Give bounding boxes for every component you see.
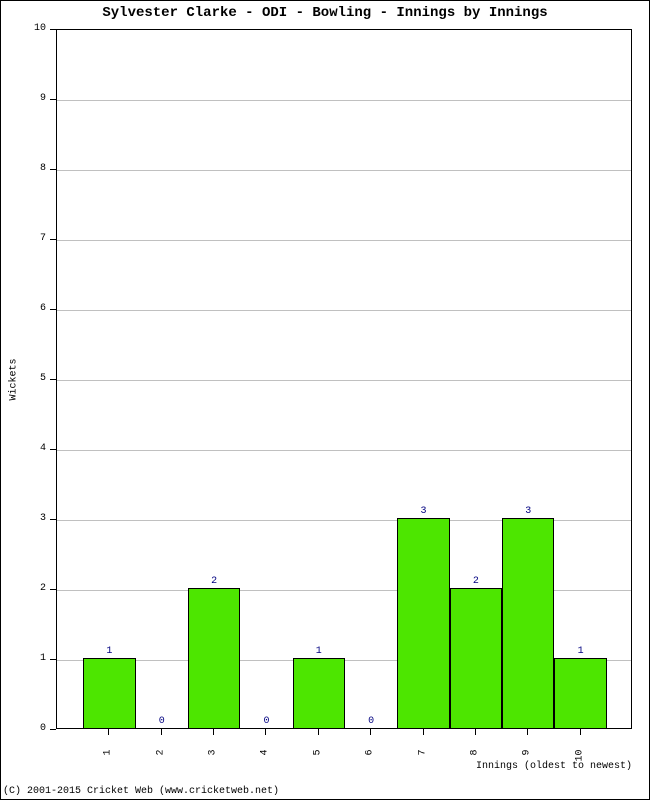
y-tick [50,659,56,660]
x-tick [475,729,476,735]
y-gridline [57,310,631,311]
y-gridline [57,240,631,241]
y-tick-label: 5 [16,373,46,384]
x-tick [423,729,424,735]
y-tick-label: 9 [16,93,46,104]
y-tick [50,29,56,30]
bar [397,518,449,728]
y-tick [50,239,56,240]
bar [502,518,554,728]
bar-value-label: 3 [502,506,554,517]
bar-value-label: 2 [188,576,240,587]
y-tick-label: 2 [16,583,46,594]
bar [293,658,345,728]
y-gridline [57,100,631,101]
chart-title: Sylvester Clarke - ODI - Bowling - Innin… [1,5,649,21]
x-tick-label: 10 [574,750,585,790]
bar-value-label: 1 [554,646,606,657]
y-gridline [57,380,631,381]
x-tick [527,729,528,735]
y-tick-label: 8 [16,163,46,174]
x-tick-label: 8 [469,750,480,790]
copyright-text: (C) 2001-2015 Cricket Web (www.cricketwe… [3,786,279,797]
y-tick-label: 1 [16,653,46,664]
x-tick [318,729,319,735]
x-tick-label: 3 [208,750,219,790]
bar-value-label: 1 [83,646,135,657]
x-tick [580,729,581,735]
bar-value-label: 1 [293,646,345,657]
y-tick-label: 0 [16,723,46,734]
y-tick-label: 6 [16,303,46,314]
bar [188,588,240,728]
y-tick [50,729,56,730]
y-tick [50,309,56,310]
chart-frame: Sylvester Clarke - ODI - Bowling - Innin… [0,0,650,800]
x-tick-label: 4 [260,750,271,790]
bar-value-label: 0 [345,716,397,727]
x-tick-label: 9 [522,750,533,790]
y-tick [50,169,56,170]
y-tick [50,379,56,380]
plot-area: 1 0 2 0 1 0 3 2 3 1 [56,29,632,729]
bar-value-label: 0 [240,716,292,727]
x-tick [108,729,109,735]
y-tick [50,589,56,590]
y-gridline [57,170,631,171]
x-tick-label: 1 [103,750,114,790]
x-tick-label: 5 [312,750,323,790]
x-tick-label: 7 [417,750,428,790]
x-tick [265,729,266,735]
x-tick [213,729,214,735]
bar-value-label: 3 [397,506,449,517]
bar [450,588,502,728]
bar [83,658,135,728]
y-tick [50,449,56,450]
y-tick-label: 10 [16,23,46,34]
bar-value-label: 0 [136,716,188,727]
y-tick-label: 3 [16,513,46,524]
y-tick-label: 4 [16,443,46,454]
y-tick-label: 7 [16,233,46,244]
x-tick-label: 2 [155,750,166,790]
bar [554,658,606,728]
x-tick-label: 6 [365,750,376,790]
x-tick [370,729,371,735]
y-tick [50,519,56,520]
y-gridline [57,450,631,451]
bar-value-label: 2 [450,576,502,587]
x-tick [161,729,162,735]
y-tick [50,99,56,100]
